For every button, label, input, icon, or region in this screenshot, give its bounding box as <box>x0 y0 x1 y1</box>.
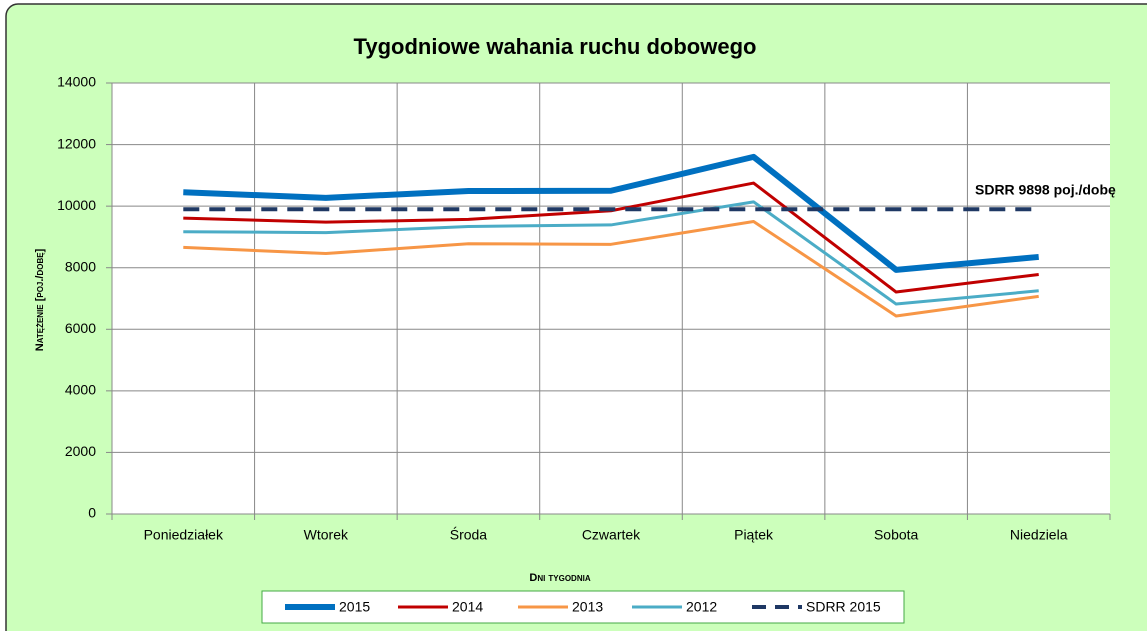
y-tick-label: 2000 <box>65 443 96 459</box>
y-tick-label: 0 <box>88 505 96 521</box>
x-tick-label: Niedziela <box>1010 527 1068 543</box>
y-tick-label: 4000 <box>65 382 96 398</box>
x-tick-label: Wtorek <box>304 527 349 543</box>
x-tick-label: Czwartek <box>582 527 641 543</box>
y-tick-label: 6000 <box>65 320 96 336</box>
series-line <box>183 153 1039 273</box>
legend-label: 2015 <box>339 599 370 615</box>
chart-title: Tygodniowe wahania ruchu dobowego <box>354 34 757 59</box>
y-tick-label: 14000 <box>57 74 96 90</box>
y-tick-label: 12000 <box>57 135 96 151</box>
x-tick-label: Środa <box>450 526 488 543</box>
y-tick-label: 10000 <box>57 197 96 213</box>
legend-label: SDRR 2015 <box>806 599 881 615</box>
series-line <box>183 220 1039 318</box>
legend <box>261 590 905 624</box>
annotation: SDRR 9898 poj./dobę <box>975 182 1116 198</box>
y-axis-label: Natężenie [poj./dobę] <box>34 248 46 351</box>
series-line <box>183 200 1039 306</box>
x-axis-label: Dni tygodnia <box>529 572 590 584</box>
legend-label: 2013 <box>572 599 603 615</box>
x-tick-label: Poniedziałek <box>144 527 224 543</box>
legend-label: 2014 <box>452 599 483 615</box>
x-tick-label: Sobota <box>874 527 919 543</box>
y-tick-label: 8000 <box>65 258 96 274</box>
legend-label: 2012 <box>686 599 717 615</box>
x-tick-label: Piątek <box>734 527 774 543</box>
